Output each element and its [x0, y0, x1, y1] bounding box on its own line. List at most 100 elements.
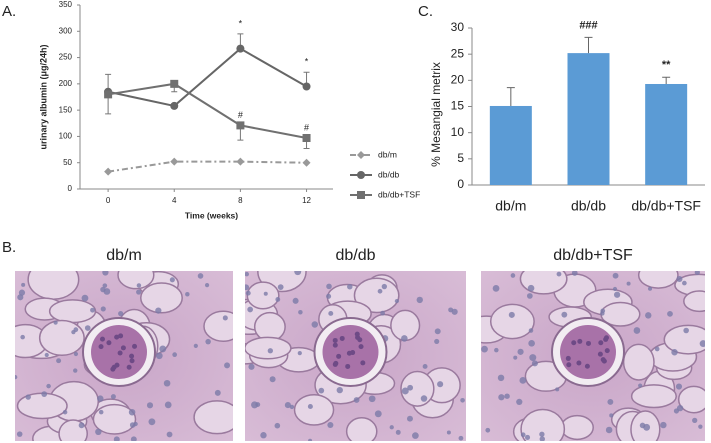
nucleus: [247, 306, 254, 313]
glomerulus-nucleus: [604, 348, 610, 354]
nucleus: [98, 409, 104, 415]
nucleus: [692, 417, 698, 424]
glomerulus-nucleus: [336, 353, 342, 359]
x-tick-label: 4: [172, 196, 177, 205]
annotation: *: [305, 57, 309, 67]
nucleus: [326, 293, 332, 299]
nucleus: [267, 348, 273, 354]
nucleus: [164, 401, 172, 409]
nucleus: [539, 431, 545, 437]
nucleus: [676, 276, 683, 283]
nucleus: [498, 394, 505, 401]
nucleus: [539, 436, 546, 441]
y-tick-label: 50: [63, 158, 72, 167]
glomerulus-nucleus: [132, 343, 138, 349]
nucleus: [56, 358, 62, 364]
nucleus: [529, 354, 537, 362]
x-axis-label: Time (weeks): [185, 210, 238, 220]
y-tick-label: 100: [59, 132, 73, 141]
tubule: [663, 324, 705, 355]
y-axis-label: urinary albumin (μg/24h): [38, 44, 48, 149]
nucleus: [298, 309, 303, 315]
nucleus: [185, 291, 190, 297]
y-tick-label: 0: [457, 177, 464, 191]
nucleus: [248, 363, 255, 370]
y-tick-label: 20: [451, 73, 465, 87]
nucleus: [110, 394, 116, 400]
nucleus: [163, 379, 171, 387]
nucleus: [660, 421, 667, 429]
glomerulus-nucleus: [357, 337, 363, 343]
histology-image: [481, 271, 705, 441]
glomerulus-nucleus: [99, 336, 105, 342]
nucleus: [197, 273, 204, 279]
nucleus: [422, 364, 428, 369]
legend-marker: [357, 191, 365, 199]
tubule: [353, 277, 400, 314]
nucleus: [508, 311, 515, 318]
nucleus: [389, 425, 394, 430]
nucleus: [395, 429, 401, 435]
marker: [170, 157, 179, 166]
nucleus: [327, 421, 334, 429]
nucleus: [100, 306, 106, 312]
nucleus: [275, 297, 281, 302]
x-tick-label: 0: [106, 196, 111, 205]
nucleus: [526, 293, 533, 299]
nucleus: [434, 328, 441, 335]
annotation: *: [239, 18, 243, 28]
series-line: [107, 82, 307, 139]
nucleus: [25, 394, 31, 400]
nucleus: [451, 308, 458, 315]
glomerulus-nucleus: [565, 355, 571, 361]
glomerulus-nucleus: [339, 335, 345, 341]
nucleus: [613, 291, 621, 298]
nucleus: [245, 271, 249, 277]
marker: [236, 157, 245, 166]
nucleus: [73, 351, 79, 357]
nucleus: [667, 310, 673, 317]
glomerulus-nucleus: [597, 351, 603, 357]
marker: [302, 134, 311, 143]
glomerulus-nucleus: [358, 344, 364, 350]
nucleus: [633, 327, 641, 334]
nucleus: [683, 327, 689, 334]
nucleus: [612, 272, 619, 279]
y-tick-label: 350: [59, 0, 73, 9]
nucleus: [311, 321, 319, 328]
nucleus: [458, 435, 464, 441]
series-line: [107, 47, 308, 108]
y-tick-label: 10: [451, 125, 465, 139]
nucleus: [113, 436, 120, 441]
glomerulus-nucleus: [576, 360, 582, 366]
nucleus: [130, 436, 137, 441]
tubule: [92, 403, 137, 435]
nucleus: [328, 310, 334, 316]
legend-marker: [357, 151, 365, 159]
nucleus: [263, 291, 268, 296]
nucleus: [527, 284, 535, 292]
nucleus: [44, 352, 49, 358]
glomerulus: [560, 325, 616, 379]
histology-image: [15, 271, 233, 441]
nucleus: [555, 387, 560, 392]
nucleus: [102, 271, 109, 276]
glomerulus-nucleus: [600, 357, 606, 363]
nucleus: [380, 310, 385, 316]
nucleus: [297, 351, 302, 356]
x-tick-label: db/db: [571, 198, 606, 214]
nucleus: [277, 284, 284, 290]
y-tick-label: 150: [59, 105, 73, 114]
nucleus: [53, 320, 58, 325]
nucleus: [21, 282, 26, 287]
nucleus: [81, 294, 89, 302]
nucleus: [531, 360, 538, 367]
nucleus: [374, 410, 382, 418]
nucleus: [528, 340, 535, 347]
tubule: [245, 336, 292, 360]
legend-label: db/db+TSF: [378, 189, 420, 199]
marker: [170, 79, 179, 88]
image-label: db/db: [335, 247, 375, 264]
glomerulus-nucleus: [129, 353, 135, 359]
